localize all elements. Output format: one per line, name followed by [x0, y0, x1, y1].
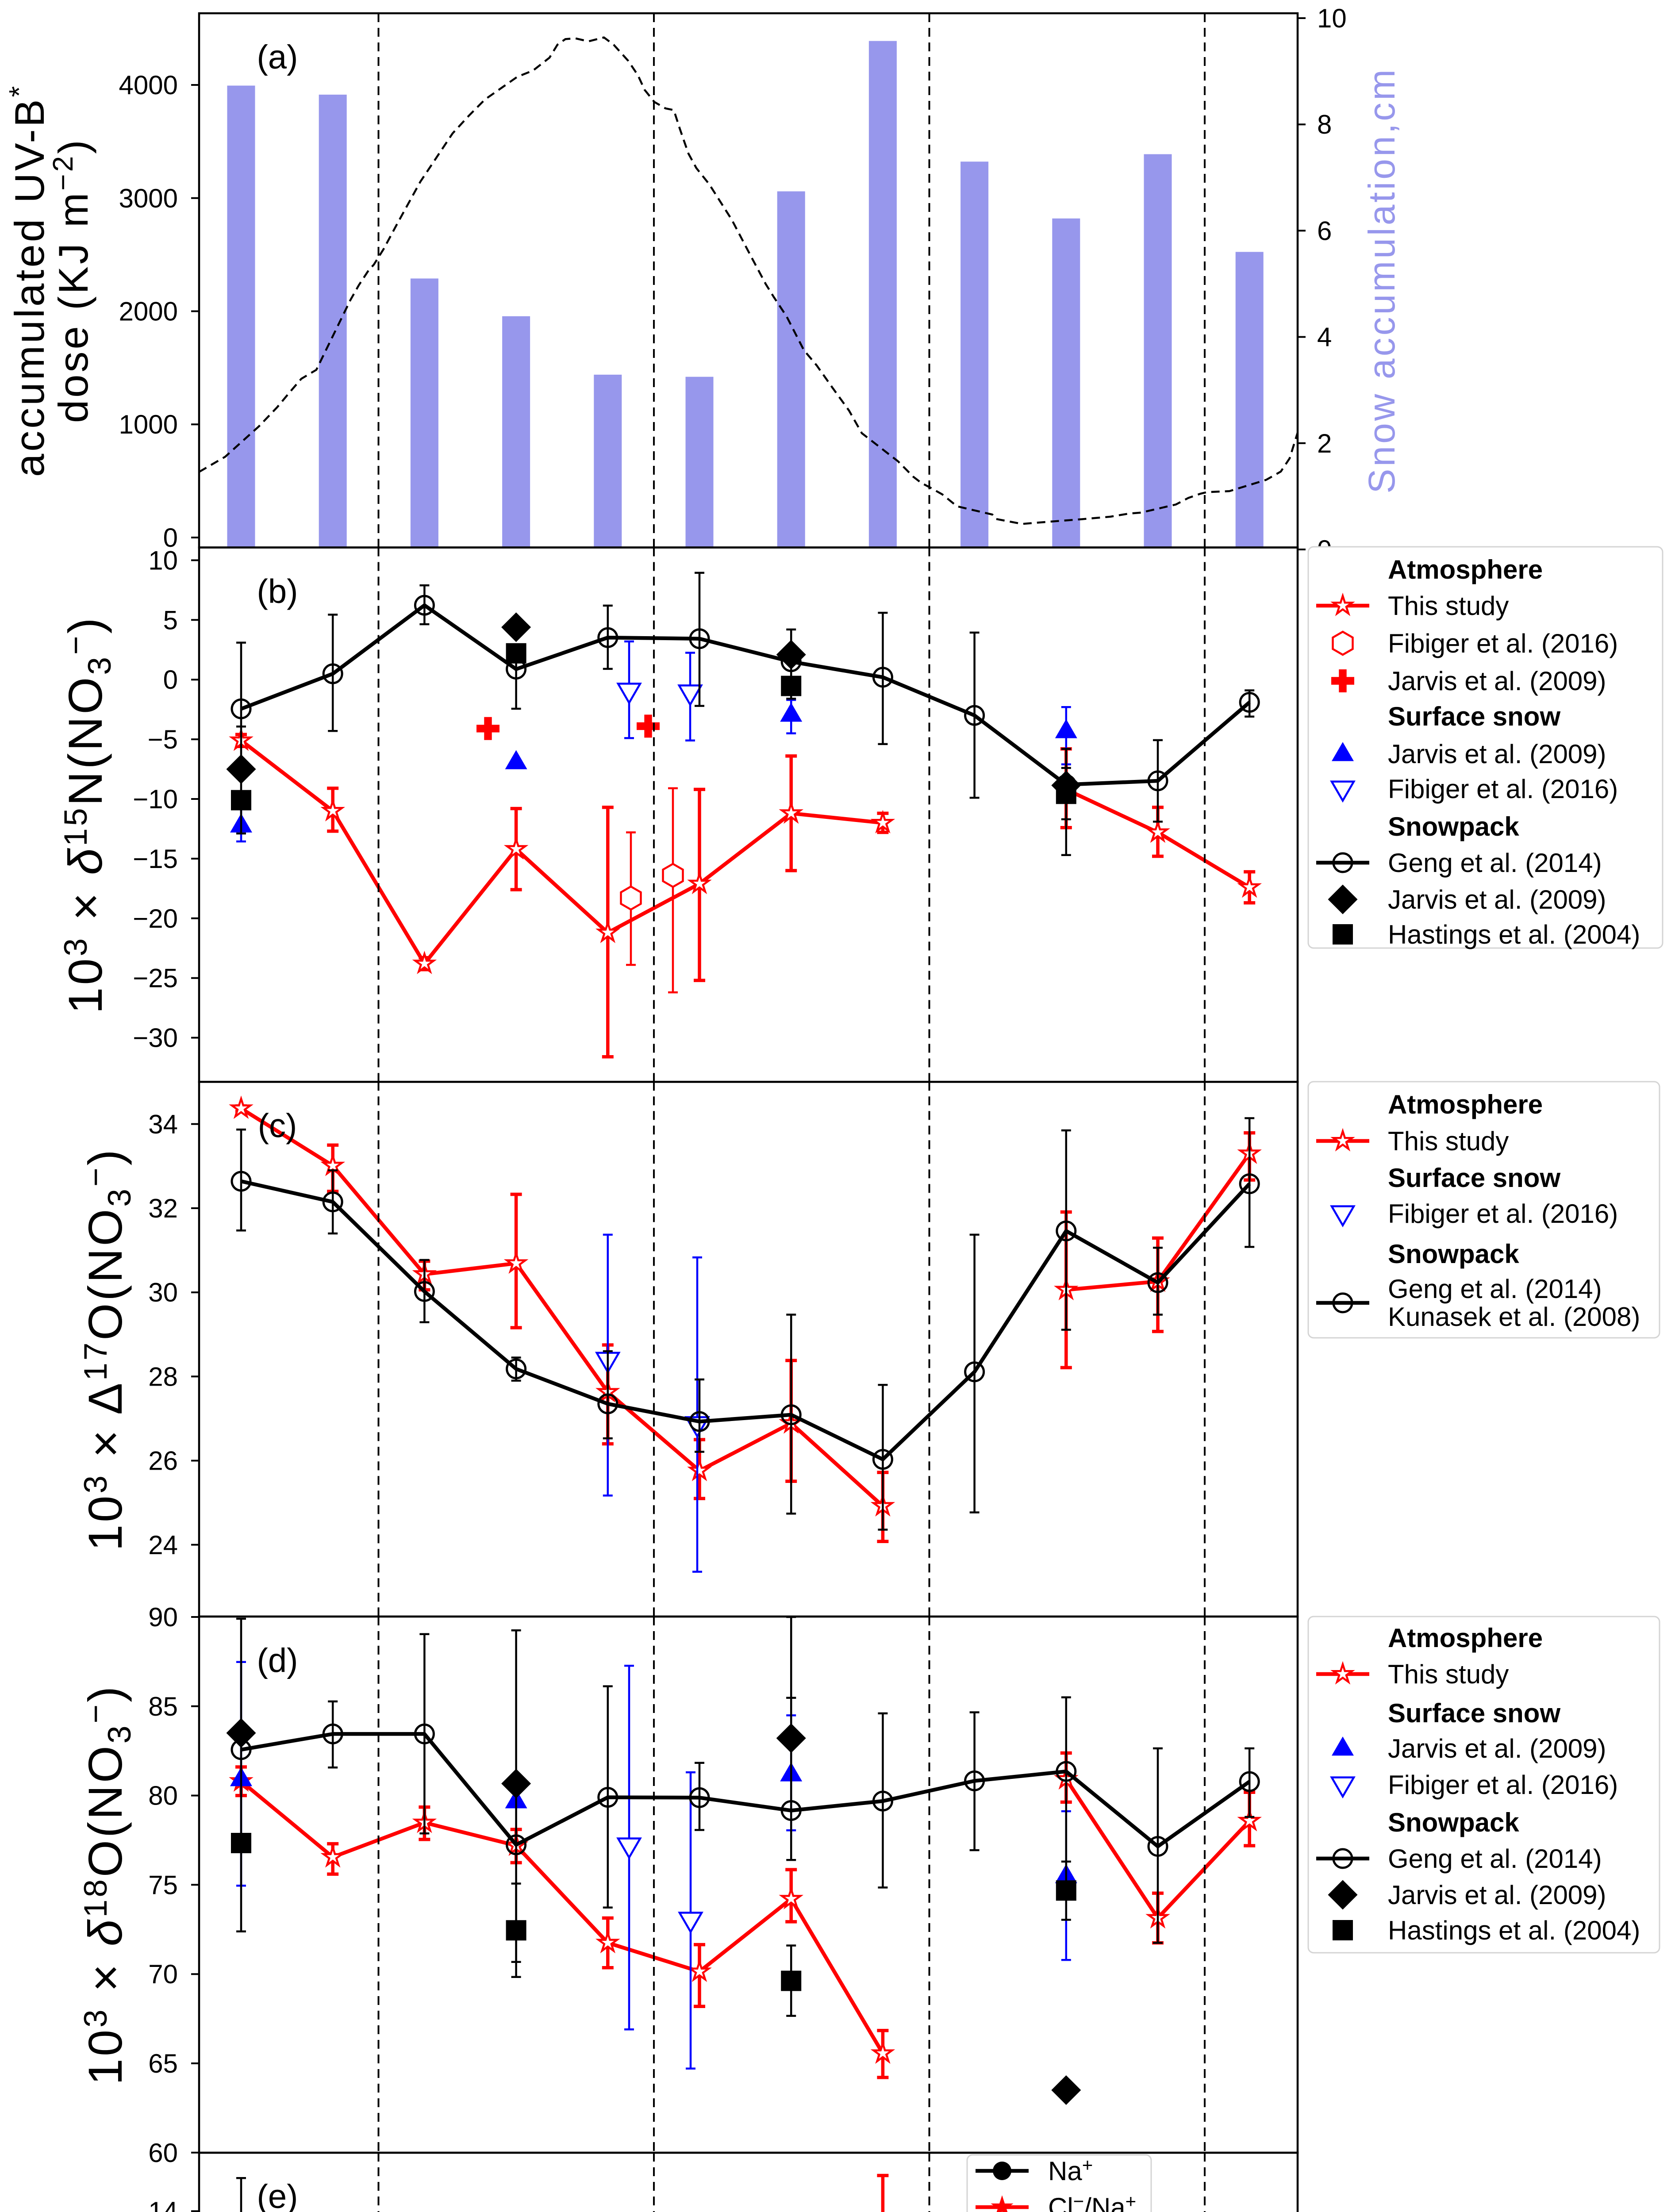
- svg-text:(b): (b): [257, 573, 298, 611]
- svg-text:90: 90: [148, 1602, 178, 1632]
- svg-text:70: 70: [148, 1959, 178, 1989]
- svg-text:Fibiger et al. (2016): Fibiger et al. (2016): [1388, 774, 1618, 804]
- svg-text:32: 32: [148, 1194, 178, 1223]
- svg-text:Geng et al. (2014): Geng et al. (2014): [1388, 1844, 1602, 1874]
- svg-text:10: 10: [148, 545, 178, 575]
- svg-text:75: 75: [148, 1870, 178, 1900]
- svg-text:This study: This study: [1388, 591, 1509, 621]
- svg-text:14: 14: [148, 2197, 178, 2212]
- svg-text:0: 0: [163, 523, 178, 553]
- svg-text:This study: This study: [1388, 1659, 1509, 1689]
- svg-text:60: 60: [148, 2138, 178, 2168]
- svg-text:(a): (a): [257, 38, 298, 76]
- svg-text:3000: 3000: [119, 184, 178, 213]
- svg-text:2: 2: [1317, 429, 1332, 458]
- svg-text:Jarvis et al. (2009): Jarvis et al. (2009): [1388, 739, 1606, 769]
- svg-text:Snowpack: Snowpack: [1388, 1239, 1519, 1269]
- svg-text:Na+​: Na+​: [1048, 2154, 1093, 2186]
- svg-text:34: 34: [148, 1110, 178, 1139]
- svg-text:85: 85: [148, 1692, 178, 1721]
- svg-text:−20: −20: [133, 904, 178, 933]
- svg-text:0: 0: [163, 665, 178, 695]
- svg-text:−10: −10: [133, 784, 178, 814]
- svg-text:Jarvis et al. (2009): Jarvis et al. (2009): [1388, 1734, 1606, 1763]
- svg-text:24: 24: [148, 1530, 178, 1560]
- svg-text:Surface snow: Surface snow: [1388, 1163, 1560, 1193]
- svg-text:Kunasek et al. (2008): Kunasek et al. (2008): [1388, 1302, 1640, 1332]
- svg-text:−30: −30: [133, 1023, 178, 1053]
- svg-text:Cl−​/Na+​: Cl−​/Na+​: [1048, 2191, 1136, 2212]
- svg-text:Fibiger et al. (2016): Fibiger et al. (2016): [1388, 629, 1618, 658]
- svg-text:Geng et al. (2014): Geng et al. (2014): [1388, 1274, 1602, 1304]
- svg-text:Jarvis et al. (2009): Jarvis et al. (2009): [1388, 666, 1606, 696]
- svg-text:This study: This study: [1388, 1126, 1509, 1156]
- svg-text:28: 28: [148, 1362, 178, 1391]
- svg-text:Atmosphere: Atmosphere: [1388, 1623, 1543, 1653]
- svg-text:−15: −15: [133, 844, 178, 874]
- svg-text:Jarvis et al. (2009): Jarvis et al. (2009): [1388, 1880, 1606, 1910]
- svg-text:Snow accumulation,cm: Snow accumulation,cm: [1361, 67, 1402, 494]
- svg-text:−25: −25: [133, 964, 178, 993]
- svg-text:Atmosphere: Atmosphere: [1388, 555, 1543, 584]
- svg-text:(e): (e): [257, 2178, 298, 2212]
- svg-text:(c): (c): [258, 1107, 297, 1144]
- svg-text:2000: 2000: [119, 297, 178, 326]
- svg-text:8: 8: [1317, 110, 1332, 139]
- svg-text:Jarvis et al. (2009): Jarvis et al. (2009): [1388, 885, 1606, 914]
- svg-text:5: 5: [163, 605, 178, 635]
- svg-text:(d): (d): [257, 1642, 298, 1679]
- svg-text:Surface snow: Surface snow: [1388, 1698, 1560, 1728]
- svg-text:1000: 1000: [119, 410, 178, 439]
- svg-text:30: 30: [148, 1278, 178, 1307]
- svg-text:10: 10: [1317, 4, 1347, 33]
- svg-text:accumulated UV-B*​: accumulated UV-B*​: [3, 84, 53, 477]
- svg-text:65: 65: [148, 2049, 178, 2078]
- svg-text:Hastings et al. (2004): Hastings et al. (2004): [1388, 920, 1640, 949]
- svg-text:Atmosphere: Atmosphere: [1388, 1090, 1543, 1119]
- svg-text:4: 4: [1317, 323, 1332, 352]
- svg-text:Hastings et al. (2004): Hastings et al. (2004): [1388, 1916, 1640, 1945]
- svg-text:4000: 4000: [119, 70, 178, 100]
- svg-text:Snowpack: Snowpack: [1388, 812, 1519, 841]
- svg-text:26: 26: [148, 1446, 178, 1476]
- svg-text:Geng et al. (2014): Geng et al. (2014): [1388, 848, 1602, 878]
- svg-text:Fibiger et al. (2016): Fibiger et al. (2016): [1388, 1199, 1618, 1229]
- svg-text:Fibiger et al. (2016): Fibiger et al. (2016): [1388, 1770, 1618, 1800]
- svg-text:6: 6: [1317, 216, 1332, 246]
- svg-text:−5: −5: [148, 725, 178, 754]
- svg-text:80: 80: [148, 1781, 178, 1811]
- svg-text:Snowpack: Snowpack: [1388, 1808, 1519, 1837]
- svg-text:Surface snow: Surface snow: [1388, 702, 1560, 731]
